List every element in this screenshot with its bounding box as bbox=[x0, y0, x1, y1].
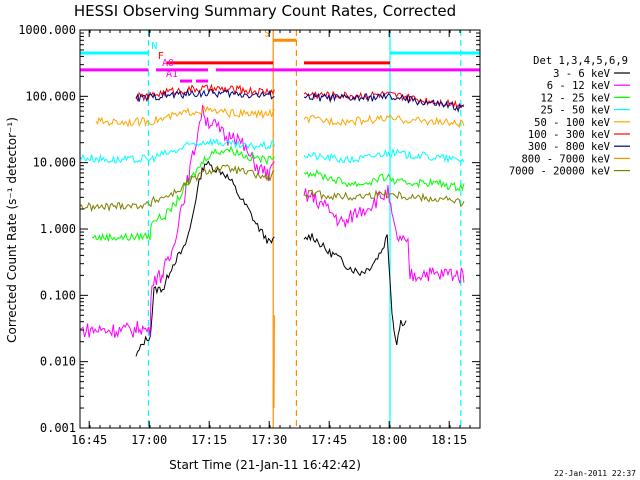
x-tick-label-17-15: 17:15 bbox=[191, 433, 227, 447]
x-tick-label-18-00: 18:00 bbox=[371, 433, 407, 447]
y-tick-label-6: 0.001 bbox=[40, 421, 76, 435]
legend-label-7000-20000-kev: 7000 - 20000 keV bbox=[509, 166, 611, 178]
y-tick-label-2: 10.000 bbox=[33, 156, 76, 170]
y-tick-label-3: 1.000 bbox=[40, 222, 76, 236]
y-tick-label-5: 0.010 bbox=[40, 355, 76, 369]
flag-label-f: F bbox=[158, 51, 164, 62]
legend-label-100-300-kev: 100 - 300 keV bbox=[528, 129, 611, 141]
legend-label-50-100-kev: 50 - 100 keV bbox=[534, 117, 611, 129]
y-tick-label-0: 1000.000 bbox=[18, 23, 76, 37]
legend-label-300-800-kev: 300 - 800 keV bbox=[528, 141, 611, 153]
legend-label-3-6-kev: 3 - 6 keV bbox=[553, 68, 611, 80]
series-line-12-25-kev bbox=[91, 145, 465, 242]
y-tick-label-1: 100.000 bbox=[25, 89, 76, 103]
legend-label-6-12-kev: 6 - 12 keV bbox=[547, 80, 611, 92]
axis-ticks: 16:45 17:00 17:15 17:30 17:45 18:00 18:15 1000.… bbox=[18, 23, 481, 447]
x-tick-label-17-45: 17:45 bbox=[311, 433, 347, 447]
y-axis-label: Corrected Count Rate (s⁻¹ detector⁻¹) bbox=[5, 117, 19, 343]
series-line-25-50-kev bbox=[79, 137, 465, 164]
generated-timestamp: 22-Jan-2011 22:37 bbox=[554, 469, 636, 478]
time-markers bbox=[147, 30, 462, 428]
x-tick-label-16-45: 16:45 bbox=[71, 433, 107, 447]
legend-label-25-50-kev: 25 - 50 keV bbox=[540, 105, 610, 117]
count-rate-series bbox=[79, 83, 465, 409]
series-line-50-100-kev bbox=[95, 105, 465, 129]
flag-label-ao: AO bbox=[162, 58, 174, 69]
x-tick-label-17-30: 17:30 bbox=[251, 433, 287, 447]
flag-label-s: S bbox=[264, 28, 270, 39]
y-tick-label-4: 0.100 bbox=[40, 288, 76, 302]
x-tick-label-17-00: 17:00 bbox=[131, 433, 167, 447]
series-line-3-6-kev bbox=[135, 160, 407, 357]
series-line-300-800-kev bbox=[135, 88, 465, 113]
legend-header: Det 1,3,4,5,6,9 bbox=[533, 55, 628, 67]
x-axis-label: Start Time (21-Jan-11 16:42:42) bbox=[169, 458, 361, 472]
series-line-7000-20000-kev bbox=[79, 164, 465, 213]
x-tick-label-18-15: 18:15 bbox=[431, 433, 467, 447]
legend-label-800-7000-kev: 800 - 7000 keV bbox=[521, 153, 610, 165]
flag-label-a1: A1 bbox=[166, 69, 178, 80]
chart-title: HESSI Observing Summary Count Rates, Cor… bbox=[74, 2, 456, 20]
flag-label-n: N bbox=[151, 41, 157, 52]
legend-label-12-25-kev: 12 - 25 keV bbox=[540, 92, 610, 104]
